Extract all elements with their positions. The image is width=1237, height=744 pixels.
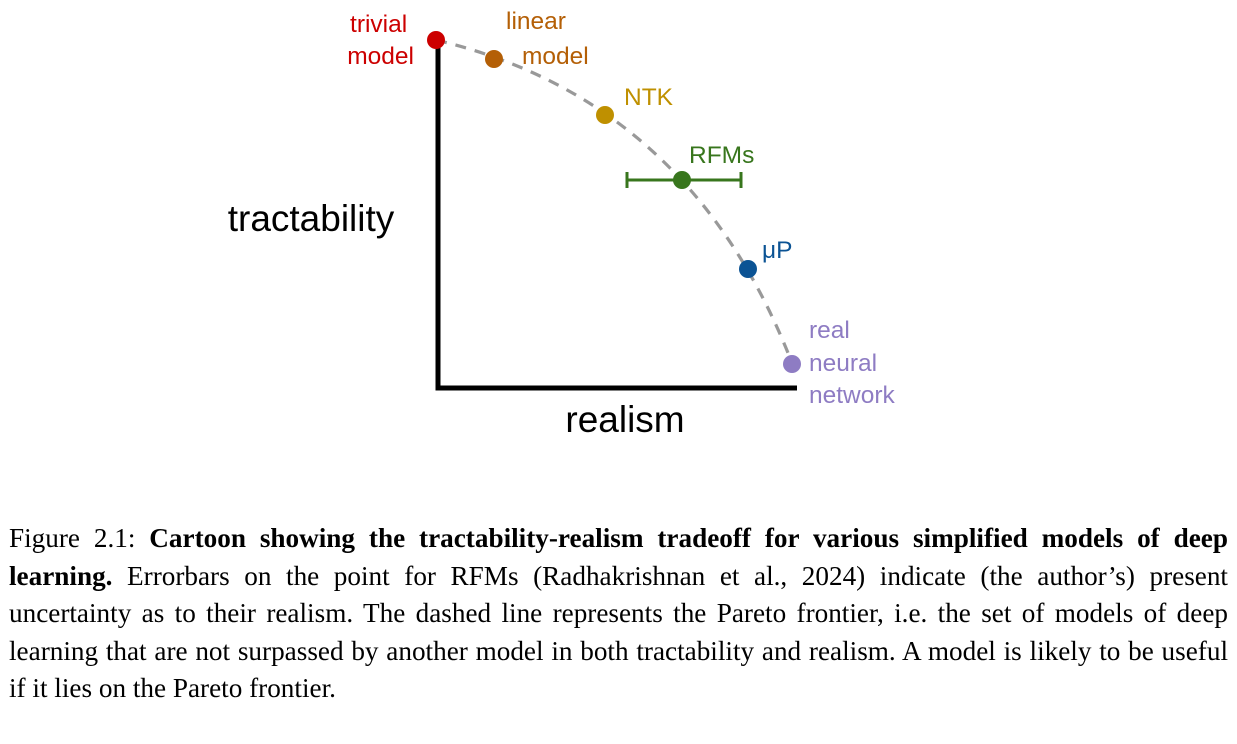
tradeoff-figure: tractability realism trivial model linea… xyxy=(228,8,896,440)
mup-point-group: μP xyxy=(739,237,792,278)
rfms-point xyxy=(673,171,691,189)
real-neural-network-point-group: real neural network xyxy=(783,317,896,409)
trivial-model-label-line-2: model xyxy=(347,43,414,70)
linear-model-label-line-1: linear xyxy=(506,8,566,35)
axes xyxy=(435,45,797,391)
ntk-point xyxy=(596,106,614,124)
real-neural-network-label-line-1: real xyxy=(809,317,850,344)
real-neural-network-label: real neural network xyxy=(809,317,896,409)
caption-title: Cartoon showing the tractability-realism… xyxy=(9,523,1228,591)
figure-caption: Figure 2.1: Cartoon showing the tractabi… xyxy=(9,520,1228,708)
real-neural-network-point xyxy=(783,355,801,373)
ntk-point-group: NTK xyxy=(596,84,674,124)
trivial-model-label: trivial model xyxy=(347,11,414,70)
ntk-label: NTK xyxy=(624,84,674,111)
linear-model-point xyxy=(485,50,503,68)
mup-point xyxy=(739,260,757,278)
rfms-point-group: RFMs xyxy=(625,142,754,189)
real-neural-network-label-line-2: neural xyxy=(809,350,877,377)
x-axis-label: realism xyxy=(565,399,684,440)
caption-prefix: Figure 2.1: xyxy=(9,523,150,553)
linear-model-label: linear model xyxy=(506,8,589,70)
linear-model-label-line-2: model xyxy=(522,43,589,70)
mup-label: μP xyxy=(762,237,792,264)
linear-model-point-group: linear model xyxy=(485,8,589,70)
real-neural-network-label-line-3: network xyxy=(809,382,896,409)
trivial-model-point xyxy=(427,31,445,49)
caption-body: Errorbars on the point for RFMs (Radhakr… xyxy=(9,560,1228,704)
pareto-frontier-line xyxy=(435,38,794,364)
rfms-label: RFMs xyxy=(689,142,754,169)
y-axis-label: tractability xyxy=(228,198,395,239)
trivial-model-point-group: trivial model xyxy=(347,11,445,70)
trivial-model-label-line-1: trivial xyxy=(350,11,407,38)
